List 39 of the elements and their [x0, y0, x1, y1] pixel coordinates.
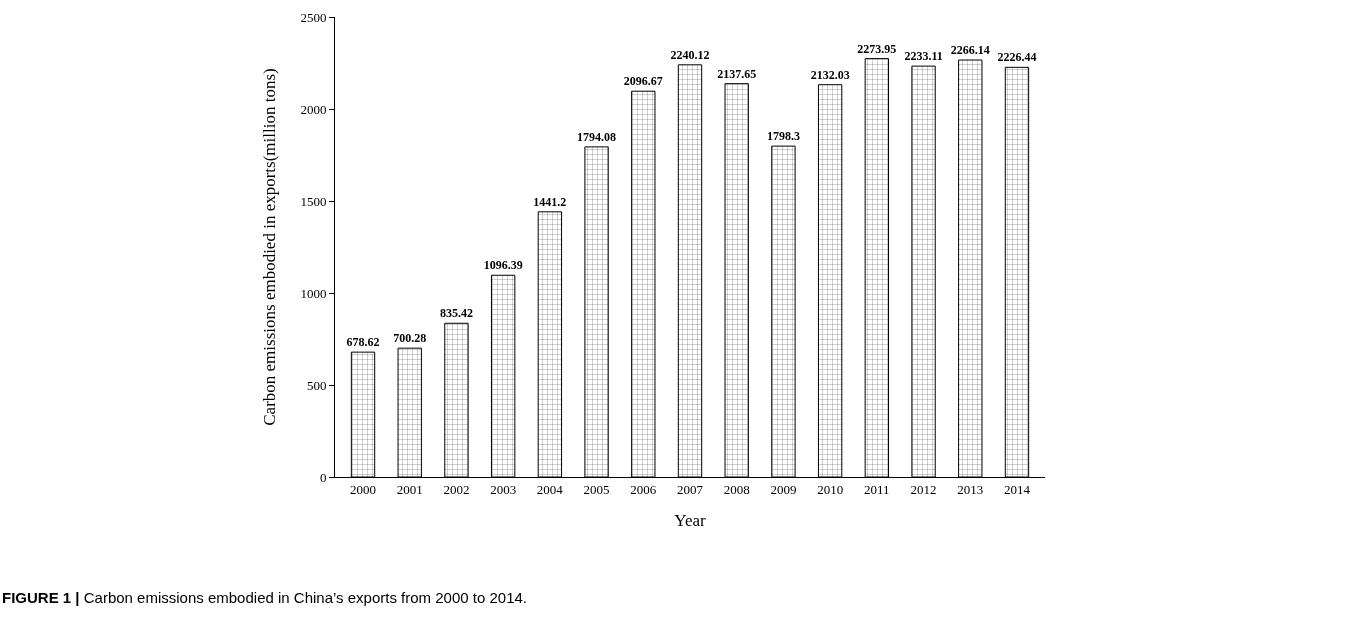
x-tick-label: 2004 — [536, 481, 564, 497]
y-tick-label: 2500 — [300, 9, 327, 25]
data-label: 835.42 — [439, 306, 473, 321]
x-tick-label: 2010 — [817, 481, 844, 497]
y-tick-label: 500 — [306, 377, 327, 393]
x-tick-label: 2012 — [910, 481, 937, 497]
y-axis-title: Carbon emissions embodied in exports(million tons) — [259, 68, 279, 426]
data-label: 1096.39 — [483, 258, 523, 273]
data-label: 700.28 — [393, 331, 427, 346]
y-tick-label: 1500 — [300, 193, 327, 209]
caption: FIGURE 1 | Carbon emissions embodied in China’s exports from 2000 to 2014. — [2, 589, 528, 606]
x-tick-label: 2005 — [583, 481, 610, 497]
x-tick-label: 2002 — [443, 481, 470, 497]
data-label: 2273.95 — [857, 41, 897, 56]
data-label: 2226.44 — [997, 50, 1037, 65]
y-tick-label: 2000 — [300, 101, 327, 117]
data-label: 2233.11 — [904, 49, 943, 64]
data-label: 2132.03 — [810, 67, 850, 82]
x-tick-label: 2006 — [630, 481, 657, 497]
y-tick-label: 0 — [319, 469, 327, 485]
data-label: 678.62 — [346, 335, 380, 350]
x-tick-label: 2000 — [350, 481, 377, 497]
x-tick-label: 2003 — [490, 481, 517, 497]
x-tick-label: 2008 — [723, 481, 750, 497]
x-axis-title: Year — [674, 511, 706, 530]
data-label: 2137.65 — [717, 66, 757, 81]
data-label: 2240.12 — [670, 47, 710, 62]
x-tick-label: 2007 — [677, 481, 704, 497]
y-tick-label: 1000 — [300, 285, 327, 301]
x-tick-label: 2013 — [957, 481, 984, 497]
x-tick-label: 2001 — [396, 481, 423, 497]
data-label: 2266.14 — [950, 43, 990, 58]
x-tick-label: 2011 — [864, 481, 890, 497]
data-label: 1441.2 — [533, 194, 567, 209]
data-label: 2096.67 — [623, 74, 663, 89]
data-label: 1794.08 — [577, 129, 617, 144]
x-tick-label: 2014 — [1003, 481, 1031, 497]
data-label: 1798.3 — [766, 129, 800, 144]
x-tick-label: 2009 — [770, 481, 797, 497]
